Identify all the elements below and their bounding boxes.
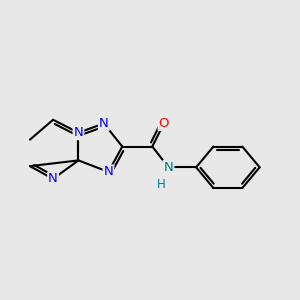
Text: N: N: [99, 117, 109, 130]
Text: N: N: [48, 172, 58, 185]
Text: N: N: [164, 161, 173, 174]
Text: N: N: [103, 165, 113, 178]
Text: O: O: [159, 117, 169, 130]
Text: N: N: [74, 126, 83, 139]
Text: H: H: [157, 178, 166, 191]
